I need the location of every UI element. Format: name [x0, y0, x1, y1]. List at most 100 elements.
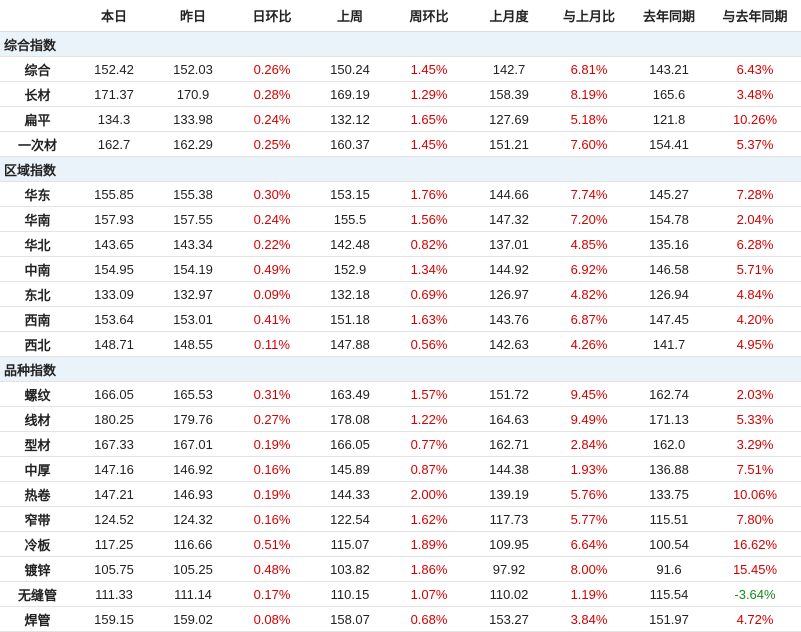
cell: 121.8 — [629, 106, 709, 132]
cell: 0.09% — [233, 281, 311, 307]
column-header: 本日 — [75, 0, 153, 32]
cell: 1.07% — [389, 581, 469, 607]
row-label: 一次材 — [0, 131, 75, 157]
cell: 124.32 — [153, 506, 233, 532]
cell: 0.11% — [233, 331, 311, 357]
data-row: 中南 154.95 154.19 0.49% 152.9 1.34% 144.92 6.92%… — [0, 256, 801, 282]
cell: 143.21 — [629, 56, 709, 82]
cell: 142.48 — [311, 231, 389, 257]
cell: 7.80% — [709, 506, 801, 532]
cell: 155.85 — [75, 181, 153, 207]
cell: 150.24 — [311, 56, 389, 82]
cell: 0.68% — [389, 606, 469, 632]
cell: 7.51% — [709, 456, 801, 482]
cell: 7.74% — [549, 181, 629, 207]
cell: 1.22% — [389, 406, 469, 432]
data-row: 镀锌 105.75 105.25 0.48% 103.82 1.86% 97.92 8.00%… — [0, 556, 801, 582]
row-label: 西北 — [0, 331, 75, 357]
cell: 0.49% — [233, 256, 311, 282]
column-header: 周环比 — [389, 0, 469, 32]
cell: 159.15 — [75, 606, 153, 632]
row-label: 冷板 — [0, 531, 75, 557]
cell: 133.75 — [629, 481, 709, 507]
row-label: 窄带 — [0, 506, 75, 532]
cell: 142.7 — [469, 56, 549, 82]
cell: 0.19% — [233, 431, 311, 457]
data-row: 华北 143.65 143.34 0.22% 142.48 0.82% 137.01 4.85… — [0, 231, 801, 257]
row-label: 焊管 — [0, 606, 75, 632]
cell: 139.19 — [469, 481, 549, 507]
row-label: 长材 — [0, 81, 75, 107]
cell: -3.64% — [709, 581, 801, 607]
cell: 0.56% — [389, 331, 469, 357]
cell: 162.29 — [153, 131, 233, 157]
cell: 143.76 — [469, 306, 549, 332]
cell: 5.77% — [549, 506, 629, 532]
cell: 160.37 — [311, 131, 389, 157]
row-label: 螺纹 — [0, 381, 75, 407]
cell: 0.25% — [233, 131, 311, 157]
cell: 126.97 — [469, 281, 549, 307]
section-title: 综合指数 — [0, 31, 801, 57]
cell: 9.45% — [549, 381, 629, 407]
cell: 0.69% — [389, 281, 469, 307]
cell: 111.14 — [153, 581, 233, 607]
section-row: 综合指数 — [0, 31, 801, 57]
cell: 0.51% — [233, 531, 311, 557]
cell: 153.27 — [469, 606, 549, 632]
cell: 169.19 — [311, 81, 389, 107]
row-label: 华南 — [0, 206, 75, 232]
cell: 144.92 — [469, 256, 549, 282]
cell: 178.08 — [311, 406, 389, 432]
cell: 91.6 — [629, 556, 709, 582]
cell: 10.06% — [709, 481, 801, 507]
cell: 155.5 — [311, 206, 389, 232]
cell: 144.38 — [469, 456, 549, 482]
cell: 7.60% — [549, 131, 629, 157]
cell: 180.25 — [75, 406, 153, 432]
table-body: 综合指数 综合 152.42 152.03 0.26% 150.24 1.45% 142.7 6… — [0, 31, 801, 632]
cell: 2.00% — [389, 481, 469, 507]
cell: 152.42 — [75, 56, 153, 82]
data-row: 冷板 117.25 116.66 0.51% 115.07 1.89% 109.95 6.64… — [0, 531, 801, 557]
data-row: 综合 152.42 152.03 0.26% 150.24 1.45% 142.7 6.81%… — [0, 56, 801, 82]
cell: 145.89 — [311, 456, 389, 482]
cell: 0.41% — [233, 306, 311, 332]
cell: 117.73 — [469, 506, 549, 532]
data-row: 窄带 124.52 124.32 0.16% 122.54 1.62% 117.73 5.77… — [0, 506, 801, 532]
cell: 162.71 — [469, 431, 549, 457]
data-row: 螺纹 166.05 165.53 0.31% 163.49 1.57% 151.72 9.45… — [0, 381, 801, 407]
cell: 1.76% — [389, 181, 469, 207]
column-header: 上周 — [311, 0, 389, 32]
cell: 171.37 — [75, 81, 153, 107]
row-label: 西南 — [0, 306, 75, 332]
cell: 3.84% — [549, 606, 629, 632]
cell: 152.03 — [153, 56, 233, 82]
cell: 115.51 — [629, 506, 709, 532]
column-header: 昨日 — [153, 0, 233, 32]
cell: 1.34% — [389, 256, 469, 282]
cell: 153.64 — [75, 306, 153, 332]
data-row: 型材 167.33 167.01 0.19% 166.05 0.77% 162.71 2.84… — [0, 431, 801, 457]
cell: 148.55 — [153, 331, 233, 357]
cell: 0.48% — [233, 556, 311, 582]
row-label: 中厚 — [0, 456, 75, 482]
row-label: 线材 — [0, 406, 75, 432]
cell: 133.98 — [153, 106, 233, 132]
data-row: 热卷 147.21 146.93 0.19% 144.33 2.00% 139.19 5.76… — [0, 481, 801, 507]
cell: 4.20% — [709, 306, 801, 332]
cell: 117.25 — [75, 531, 153, 557]
cell: 147.45 — [629, 306, 709, 332]
cell: 151.21 — [469, 131, 549, 157]
cell: 124.52 — [75, 506, 153, 532]
cell: 8.19% — [549, 81, 629, 107]
row-label: 热卷 — [0, 481, 75, 507]
cell: 167.33 — [75, 431, 153, 457]
cell: 0.16% — [233, 506, 311, 532]
cell: 158.39 — [469, 81, 549, 107]
cell: 115.54 — [629, 581, 709, 607]
column-header: 与上月比 — [549, 0, 629, 32]
section-title: 品种指数 — [0, 356, 801, 382]
cell: 100.54 — [629, 531, 709, 557]
